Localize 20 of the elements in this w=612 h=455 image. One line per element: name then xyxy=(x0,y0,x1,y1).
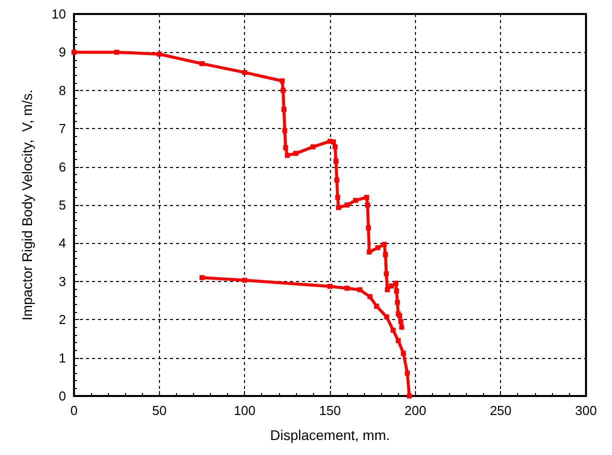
x-axis-title: Displacement, mm. xyxy=(270,427,390,443)
y-tick-label: 1 xyxy=(58,350,66,366)
x-tick-label: 200 xyxy=(404,403,426,418)
y-tick-label: 6 xyxy=(58,159,66,174)
x-tick-label: 100 xyxy=(234,403,256,418)
y-tick-label: 5 xyxy=(58,198,66,212)
x-tick-label: 300 xyxy=(575,403,597,418)
x-tick-label: 0 xyxy=(70,403,78,418)
y-tick-label: 4 xyxy=(58,236,66,251)
x-tick-label: 250 xyxy=(490,403,512,418)
y-tick-label: 3 xyxy=(58,274,66,289)
y-tick-label: 9 xyxy=(58,44,66,60)
y-tick-label: 0 xyxy=(58,388,66,404)
y-tick-label: 8 xyxy=(58,82,66,98)
y-axis-title: Impactor Rigid Body Velocity, V, m/s. xyxy=(19,89,35,321)
x-tick-label: 150 xyxy=(319,403,341,418)
y-tick-label: 7 xyxy=(58,121,66,136)
y-tick-label: 10 xyxy=(52,6,66,22)
x-tick-label: 50 xyxy=(152,403,167,418)
y-tick-label: 2 xyxy=(58,312,66,328)
